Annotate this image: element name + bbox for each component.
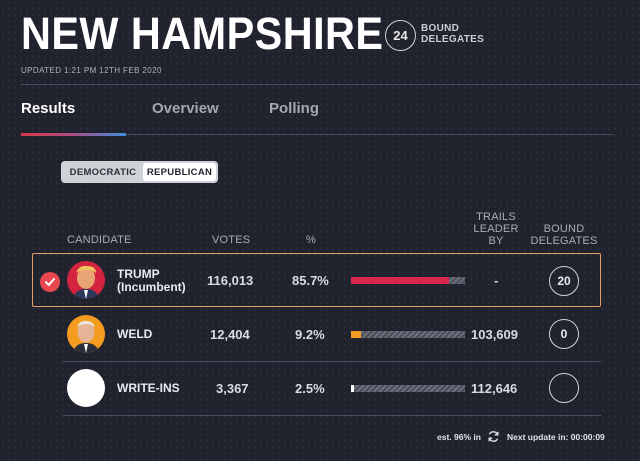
- header-bound-line-2: DELEGATES: [530, 235, 598, 247]
- active-tab-indicator: [21, 133, 126, 136]
- candidate-name: TRUMP (Incumbent): [117, 268, 186, 294]
- vote-share-bar: [351, 331, 465, 338]
- candidate-votes: 12,404: [210, 327, 250, 342]
- candidate-name-label: WELD: [117, 327, 153, 341]
- candidate-trails: -: [494, 273, 499, 288]
- header-trails-line-2: LEADER: [473, 223, 519, 235]
- next-update-countdown: Next update in: 00:00:09: [507, 432, 605, 442]
- refresh-icon[interactable]: [487, 430, 500, 443]
- tab-results[interactable]: Results: [21, 100, 76, 117]
- updated-timestamp: UPDATED 1:21 PM 12TH FEB 2020: [21, 66, 162, 75]
- candidate-trails: 112,646: [471, 381, 518, 396]
- table-row-winner[interactable]: [32, 253, 601, 307]
- vote-share-bar-fill: [351, 277, 449, 284]
- row-divider: [63, 415, 601, 416]
- candidate-avatar-weld: [67, 315, 105, 353]
- header-divider: [21, 84, 640, 85]
- header-trails-line-3: BY: [488, 235, 504, 247]
- tab-divider: [21, 134, 613, 135]
- candidate-avatar-trump: [67, 261, 105, 299]
- candidate-delegates-badge: 20: [549, 266, 579, 296]
- candidate-subtitle: (Incumbent): [117, 280, 186, 294]
- candidate-avatar-write-ins: [67, 369, 105, 407]
- party-toggle: DEMOCRATIC REPUBLICAN: [61, 161, 218, 183]
- header-votes: VOTES: [212, 234, 251, 246]
- vote-share-bar-fill: [351, 331, 361, 338]
- row-divider: [63, 361, 601, 362]
- header-candidate: CANDIDATE: [67, 234, 132, 246]
- candidate-delegates-badge: [549, 373, 579, 403]
- candidate-percent: 2.5%: [295, 381, 325, 396]
- delegates-count-badge: 24: [385, 20, 416, 51]
- candidate-votes: 116,013: [207, 273, 254, 288]
- candidate-delegates-badge: 0: [549, 319, 579, 349]
- header-bound-line-1: BOUND: [543, 223, 585, 235]
- republican-toggle-button[interactable]: REPUBLICAN: [143, 163, 216, 181]
- candidate-name-label: WRITE-INS: [117, 381, 180, 395]
- header-bound-delegates: BOUND DELEGATES: [528, 223, 600, 247]
- delegates-label-line-1: BOUND: [421, 23, 460, 34]
- estimate-reporting: est. 96% in: [437, 432, 481, 442]
- page-title: NEW HAMPSHIRE: [21, 8, 384, 59]
- candidate-percent: 9.2%: [295, 327, 325, 342]
- winner-check-icon: [40, 272, 60, 292]
- candidate-percent: 85.7%: [292, 273, 329, 288]
- democratic-toggle-button[interactable]: DEMOCRATIC: [69, 166, 137, 178]
- candidate-name-label: TRUMP: [117, 267, 160, 281]
- header-trails-leader-by: TRAILS LEADER BY: [470, 211, 522, 247]
- candidate-votes: 3,367: [216, 381, 249, 396]
- vote-share-bar: [351, 277, 465, 284]
- header-trails-line-1: TRAILS: [476, 211, 516, 223]
- candidate-trails: 103,609: [471, 327, 518, 342]
- tab-overview[interactable]: Overview: [152, 100, 219, 117]
- delegates-label-line-2: DELEGATES: [421, 34, 485, 45]
- header-percent: %: [306, 234, 316, 246]
- vote-share-bar-fill: [351, 385, 354, 392]
- vote-share-bar: [351, 385, 465, 392]
- tab-polling[interactable]: Polling: [269, 100, 319, 117]
- delegates-label: BOUND DELEGATES: [421, 23, 484, 45]
